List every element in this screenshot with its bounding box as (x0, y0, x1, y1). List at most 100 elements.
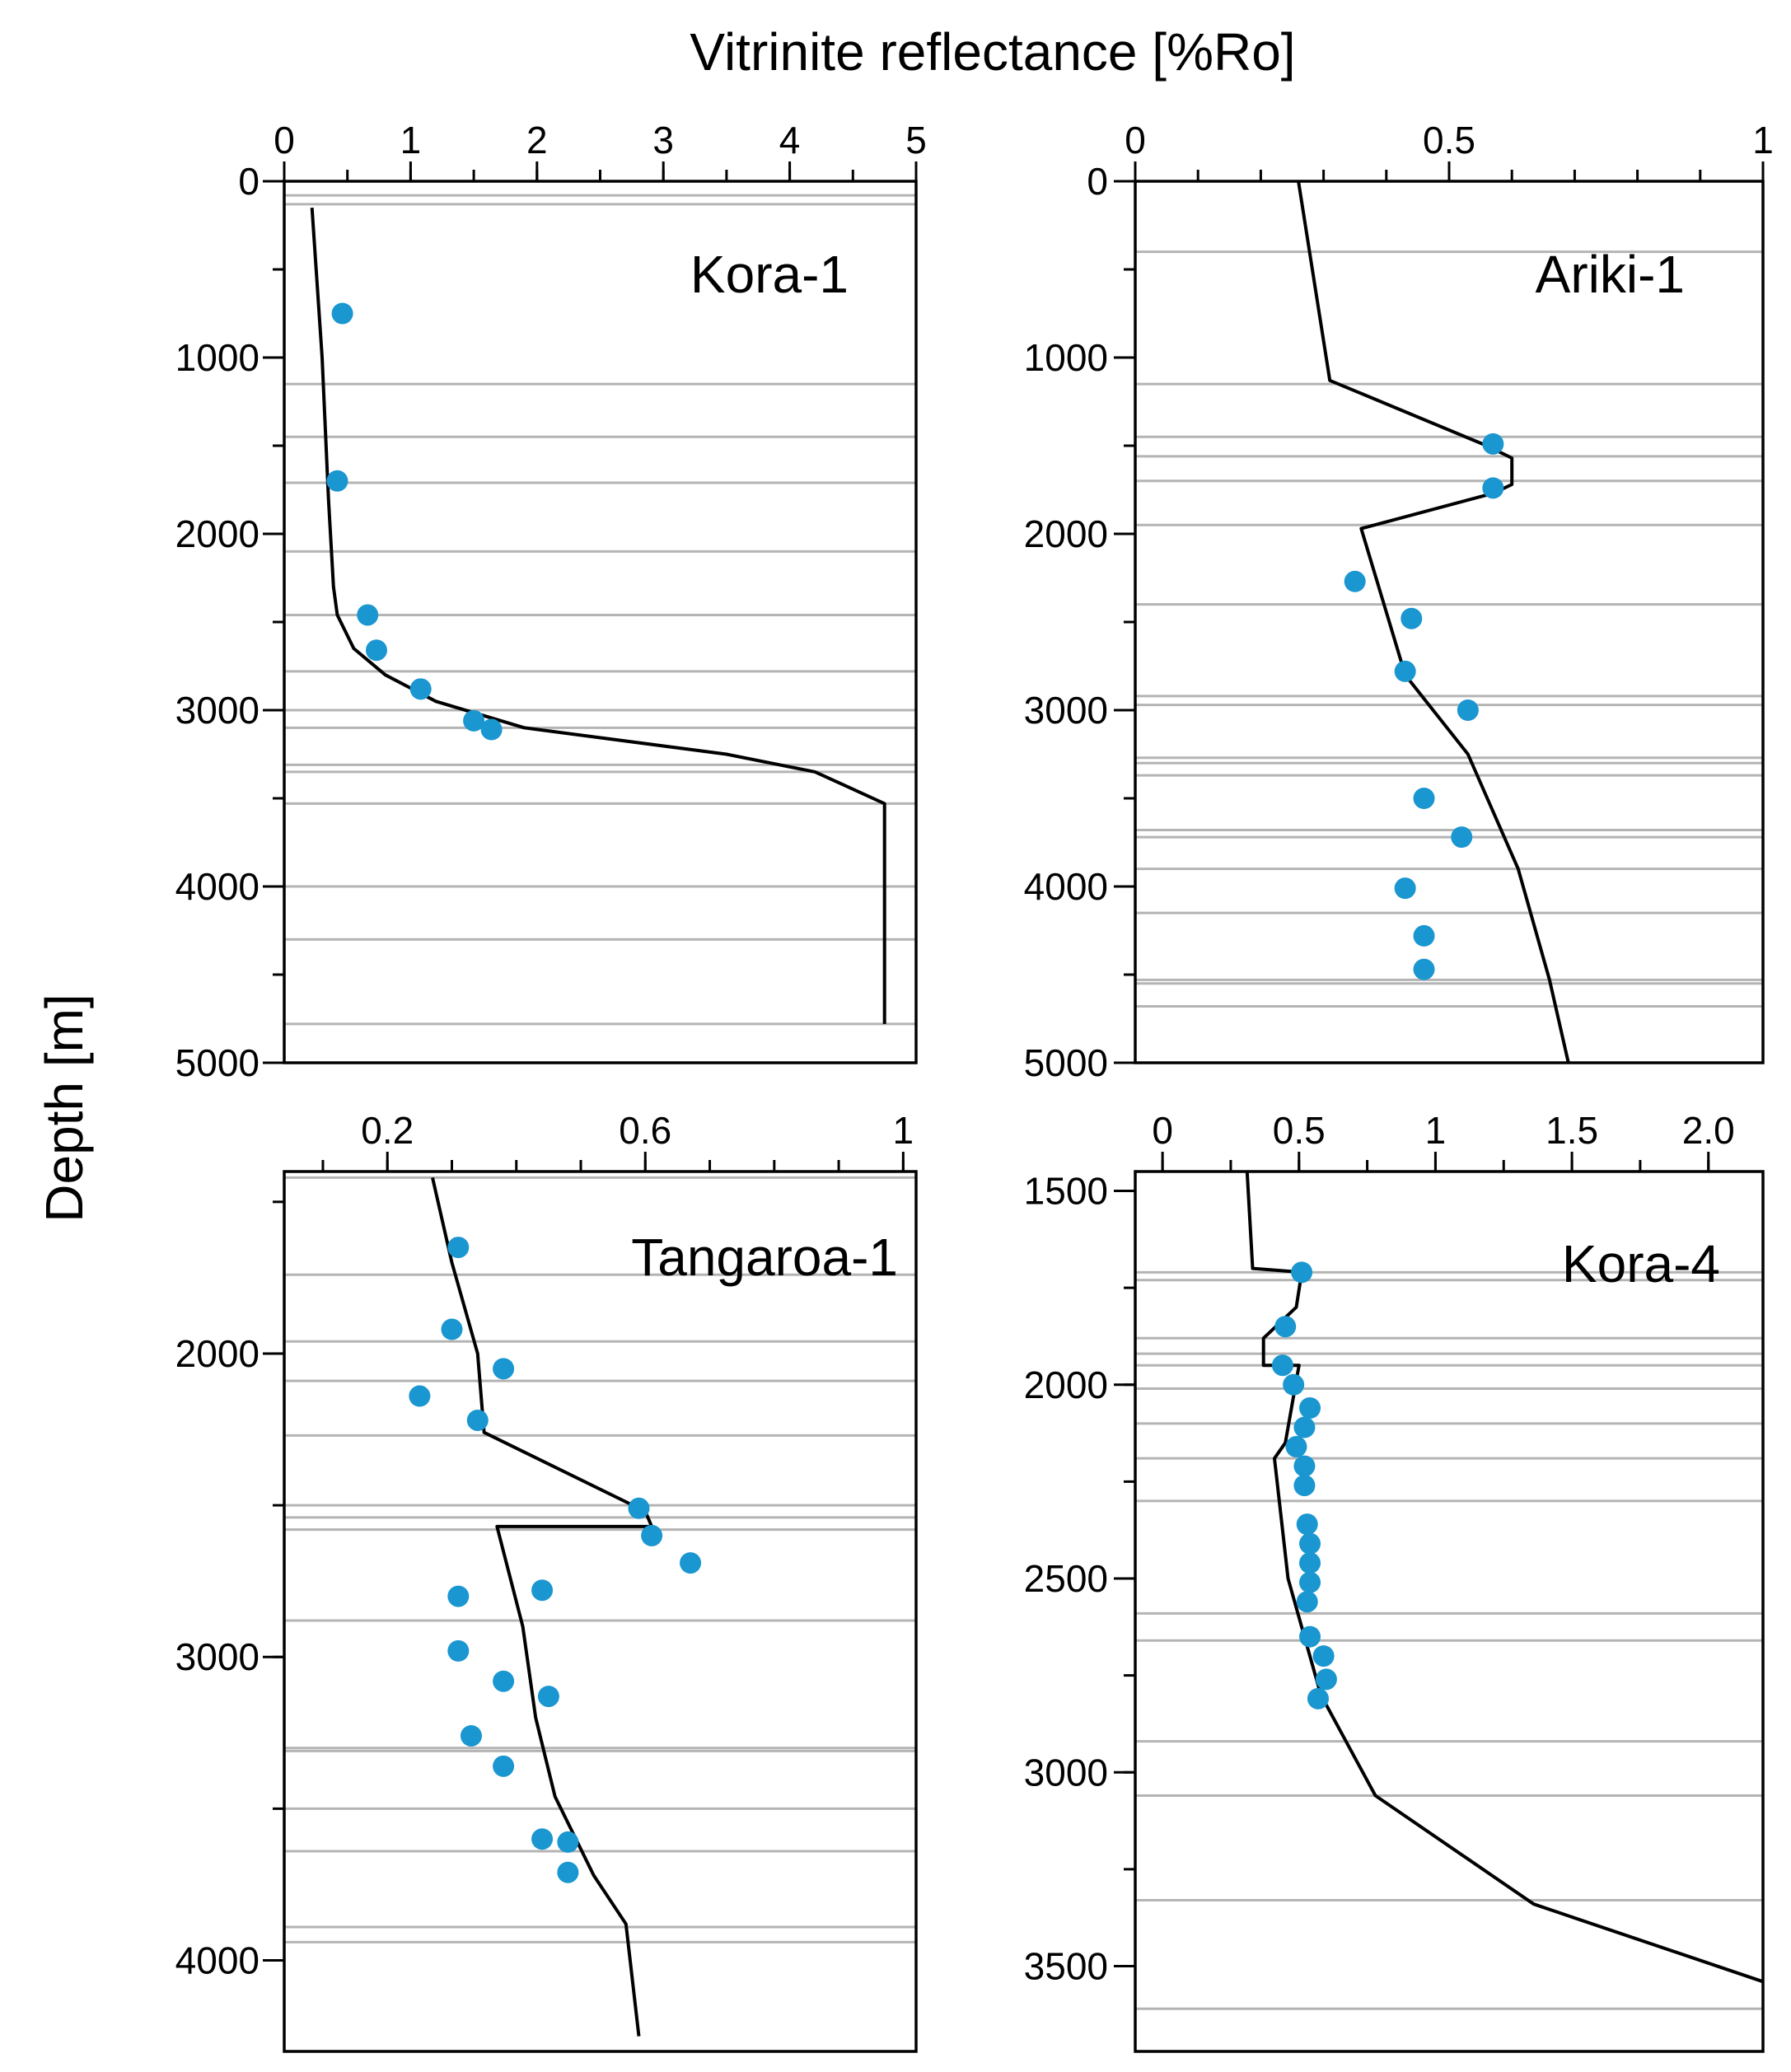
y-tick-label: 3000 (175, 1635, 260, 1678)
panel-kora-1: 0 1 2 3 4 5 0 1000 2000 3000 4000 5000 Kora-1 (175, 119, 927, 1084)
measured-point (1293, 1416, 1316, 1438)
measured-point (557, 1831, 579, 1853)
measured-point (409, 1385, 431, 1407)
x-tick-label: 3 (652, 119, 674, 161)
measured-point (1296, 1513, 1318, 1536)
measured-point (1299, 1625, 1321, 1648)
measured-point (1299, 1532, 1321, 1555)
y-tick-label: 3000 (1024, 689, 1108, 732)
measured-point (1307, 1687, 1329, 1710)
panel-title: Kora-1 (690, 245, 849, 304)
measured-point (1482, 433, 1504, 455)
x-axis-title: Vitrinite reflectance [%Ro] (690, 22, 1295, 82)
measured-point (1344, 570, 1366, 592)
x-tick-label: 1 (1752, 119, 1774, 161)
measured-point (1457, 699, 1479, 721)
measured-point (1413, 958, 1435, 980)
measured-point (1394, 877, 1416, 900)
measured-point (531, 1579, 554, 1602)
panel-title: Ariki-1 (1536, 245, 1685, 304)
measured-point (1413, 924, 1435, 947)
x-tick-label: 0 (1125, 119, 1146, 161)
y-tick-label: 2000 (175, 1332, 260, 1375)
y-tick-label: 3000 (1024, 1751, 1108, 1794)
measured-point (463, 709, 485, 732)
x-tick-label: 2 (526, 119, 548, 161)
x-tick-label: 1 (400, 119, 422, 161)
panel-frame (283, 1170, 918, 2053)
panel-kora-4: 0 0.5 1 1.5 2.0 1500 2000 2500 3000 3500 Kora-4 (1024, 1109, 1765, 2053)
measured-point (480, 718, 503, 741)
y-tick-label: 3000 (175, 689, 260, 732)
measured-point (1401, 607, 1423, 629)
x-tick-label: 1 (893, 1109, 914, 1152)
x-tick-label: 1.5 (1545, 1109, 1598, 1152)
measured-point (1299, 1552, 1321, 1574)
measured-point (537, 1686, 559, 1708)
x-tick-label: 0.5 (1273, 1109, 1326, 1152)
panels-group: 0 1 2 3 4 5 0 1000 2000 3000 4000 5000 Kora-1 0 0.5 1 0 1… (175, 119, 1774, 2053)
y-tick-label: 2000 (1024, 512, 1108, 555)
measured-point (680, 1552, 702, 1574)
x-tick-label: 0 (274, 119, 295, 161)
x-tick-label: 5 (905, 119, 927, 161)
measured-point (447, 1237, 470, 1259)
y-tick-label: 1000 (175, 336, 260, 379)
measured-point (466, 1409, 489, 1431)
y-tick-label: 5000 (175, 1041, 260, 1084)
panel-frame (1134, 1170, 1765, 2053)
x-tick-label: 0.5 (1423, 119, 1475, 161)
measured-point (460, 1724, 482, 1747)
measured-point (531, 1828, 554, 1850)
x-tick-label: 4 (779, 119, 801, 161)
y-tick-label: 2500 (1024, 1557, 1108, 1600)
measured-point (1293, 1455, 1316, 1477)
measured-point (1482, 477, 1504, 499)
measured-point (1293, 1475, 1316, 1497)
panel-ariki-1: 0 0.5 1 0 1000 2000 3000 4000 5000 Ariki-1 (1024, 119, 1774, 1084)
y-tick-label: 0 (1087, 160, 1108, 203)
measured-point (1312, 1645, 1335, 1667)
measured-point (557, 1861, 579, 1883)
x-tick-label: 0.6 (619, 1109, 671, 1152)
measured-point (1296, 1591, 1318, 1613)
measured-point (331, 302, 353, 325)
measured-point (641, 1524, 663, 1546)
y-tick-label: 1000 (1024, 336, 1108, 379)
model-curve (1297, 180, 1570, 1064)
panel-tangaroa-1: 0.2 0.6 1 2000 3000 4000 Tangaroa-1 (175, 1109, 918, 2053)
measured-point (447, 1585, 470, 1607)
measured-point (326, 470, 348, 492)
measured-point (493, 1755, 515, 1777)
measured-point (493, 1358, 515, 1380)
y-tick-label: 2000 (175, 512, 260, 555)
measured-point (1394, 660, 1416, 682)
measured-point (441, 1318, 463, 1340)
x-tick-label: 0.2 (361, 1109, 414, 1152)
x-tick-label: 2.0 (1682, 1109, 1735, 1152)
measured-point (447, 1639, 470, 1662)
y-tick-label: 0 (238, 160, 260, 203)
measured-point (1451, 826, 1473, 849)
panel-title: Kora-4 (1562, 1234, 1720, 1293)
panel-frame (283, 180, 918, 1064)
measured-point (1274, 1316, 1297, 1338)
model-curve (431, 1176, 654, 2037)
measured-point (1299, 1571, 1321, 1593)
y-tick-label: 1500 (1024, 1170, 1108, 1213)
measured-point (493, 1670, 515, 1692)
measured-point (1315, 1668, 1337, 1691)
x-tick-label: 1 (1425, 1109, 1447, 1152)
y-tick-label: 4000 (175, 865, 260, 908)
measured-point (409, 678, 432, 700)
y-tick-label: 5000 (1024, 1041, 1108, 1084)
y-tick-label: 2000 (1024, 1363, 1108, 1406)
panel-frame (1134, 180, 1765, 1064)
measured-point (1271, 1354, 1293, 1377)
y-tick-label: 3500 (1024, 1944, 1108, 1987)
x-tick-label: 0 (1152, 1109, 1173, 1152)
model-curve (310, 207, 886, 1024)
y-tick-label: 4000 (1024, 865, 1108, 908)
measured-point (1283, 1373, 1305, 1396)
